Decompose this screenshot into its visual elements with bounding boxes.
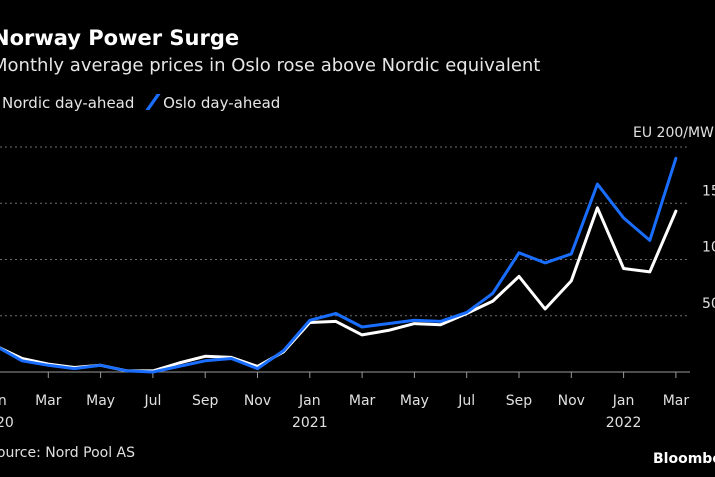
chart-subtitle: Monthly average prices in Oslo rose abov… [0, 55, 541, 76]
series-line-oslo [0, 156, 678, 374]
legend-label-nordic: Nordic day-ahead [2, 94, 135, 112]
x-year-label-2021-01: 2021 [292, 415, 328, 431]
y-tick-label-50: 50 [702, 296, 715, 312]
series-line-nordic [0, 206, 678, 373]
chart-title: Norway Power Surge [0, 26, 240, 50]
x-tick-label-2021-07: Jul [457, 393, 475, 409]
legend-label-oslo: Oslo day-ahead [163, 94, 281, 112]
y-tick-label-100: 100 [702, 240, 715, 256]
x-year-label-2022-01: 2022 [606, 415, 642, 431]
legend: Nordic day-ahead Oslo day-ahead [0, 94, 292, 112]
legend-item-nordic: Nordic day-ahead [0, 94, 134, 112]
x-tick-label-2022-01: Jan [612, 393, 635, 409]
x-tick-label-2020-01: Jan [0, 393, 7, 409]
x-tick-label-2021-01: Jan [298, 393, 321, 409]
y-tick-label-200: EU 200/MWh [633, 125, 715, 141]
x-tick-label-2021-03: Mar [349, 393, 376, 409]
x-tick-label-2021-09: Sep [506, 393, 533, 409]
x-tick-label-2020-09: Sep [192, 393, 219, 409]
y-tick-label-150: 150 [702, 183, 715, 199]
x-tick-label-2021-11: Nov [558, 393, 585, 409]
x-tick-label-2020-03: Mar [35, 393, 62, 409]
x-tick-label-2021-05: May [400, 393, 429, 409]
source-note: Source: Nord Pool AS [0, 445, 136, 461]
x-tick-label-2022-03: Mar [663, 393, 690, 409]
legend-item-oslo: Oslo day-ahead [145, 94, 281, 112]
x-year-label-2020-01: 2020 [0, 415, 14, 431]
brand-logo: Bloomberg [653, 451, 715, 467]
x-tick-label-2020-11: Nov [244, 393, 271, 409]
x-tick-label-2020-07: Jul [143, 393, 161, 409]
x-tick-label-2020-05: May [86, 393, 115, 409]
